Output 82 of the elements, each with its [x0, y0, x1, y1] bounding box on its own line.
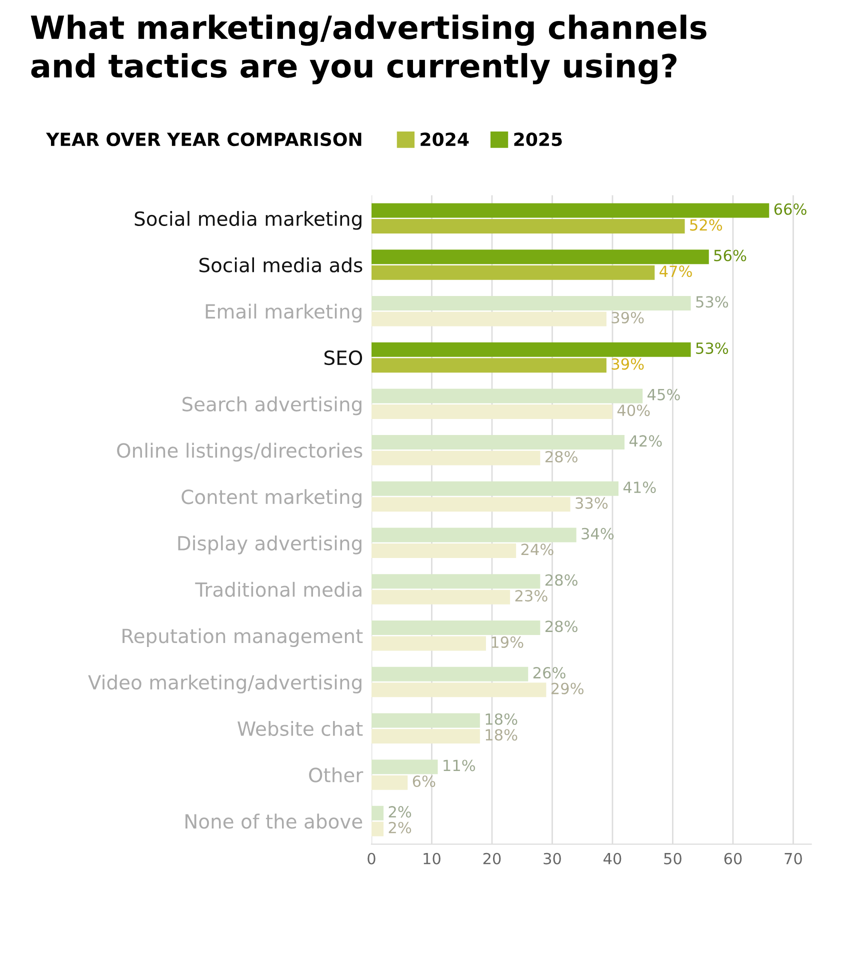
- legend-label: 2024: [420, 132, 469, 146]
- data-label: 56%: [714, 250, 746, 262]
- data-label: 28%: [545, 450, 578, 462]
- y-tick-label: Display advertising: [178, 536, 362, 554]
- data-label: 39%: [612, 358, 644, 370]
- bar: [371, 682, 546, 698]
- data-label: 18%: [486, 729, 518, 741]
- bar: [371, 481, 619, 496]
- x-tick-label: 50: [664, 852, 682, 864]
- x-tick-label: 60: [724, 852, 742, 864]
- bar: [371, 620, 540, 635]
- bar: [371, 822, 384, 836]
- bar: [371, 528, 576, 542]
- bar: [371, 666, 528, 682]
- data-label: 6%: [412, 775, 436, 788]
- legend-title: YEAR OVER YEAR COMPARISON: [46, 132, 362, 146]
- legend-label: 2025: [514, 132, 562, 146]
- data-label: 28%: [545, 574, 578, 586]
- bar: [371, 265, 655, 280]
- data-label: 34%: [582, 528, 614, 540]
- data-label: 66%: [774, 203, 806, 215]
- data-label: 47%: [660, 266, 692, 278]
- bar: [371, 806, 384, 820]
- y-tick-label: None of the above: [186, 814, 362, 829]
- y-tick-label: Search advertising: [182, 396, 362, 416]
- data-label: 19%: [492, 636, 524, 648]
- data-label: 40%: [617, 404, 650, 416]
- x-tick-label: 10: [424, 852, 440, 864]
- data-label: 18%: [486, 713, 518, 725]
- bar: [371, 404, 612, 419]
- data-label: 33%: [576, 497, 608, 509]
- y-tick-label: Other: [309, 767, 364, 782]
- data-label: 2%: [388, 806, 412, 818]
- bar: [371, 450, 540, 466]
- bar: [371, 497, 570, 512]
- bar: [371, 435, 625, 450]
- x-tick-label: 40: [604, 852, 622, 864]
- data-label: 41%: [623, 482, 656, 494]
- bar: [371, 358, 606, 373]
- bar: [371, 574, 540, 589]
- data-label: 2%: [388, 822, 412, 834]
- x-tick-label: 20: [483, 852, 501, 864]
- bar: [371, 636, 486, 651]
- bar: [371, 590, 510, 604]
- bar: [371, 203, 770, 218]
- bar: [371, 296, 691, 310]
- y-tick-label: Email marketing: [206, 304, 362, 323]
- y-tick-label: Video marketing/advertising: [88, 674, 362, 694]
- bar: [371, 760, 438, 774]
- bar: [371, 388, 643, 404]
- bar: [371, 312, 606, 326]
- y-tick-label: SEO: [324, 350, 362, 366]
- bar: [371, 728, 480, 744]
- chart-title: What marketing/advertising channels and tactics are you currently using?: [30, 14, 706, 84]
- bar: [371, 775, 408, 790]
- data-label: 24%: [521, 544, 554, 556]
- data-label: 11%: [444, 760, 476, 772]
- y-tick-label: Social media marketing: [134, 210, 362, 230]
- y-tick-label: Reputation management: [122, 628, 363, 648]
- data-label: 39%: [612, 312, 644, 324]
- data-label: 42%: [629, 435, 662, 447]
- data-label: 52%: [690, 219, 722, 231]
- bar: [371, 250, 709, 264]
- y-tick-label: Content marketing: [182, 489, 362, 508]
- y-tick-label: Traditional media: [195, 582, 362, 597]
- data-label: 53%: [696, 342, 728, 354]
- bar: [371, 342, 691, 357]
- data-label: 23%: [515, 590, 548, 602]
- y-tick-label: Website chat: [238, 720, 363, 736]
- y-tick-label: Online listings/directories: [117, 442, 362, 462]
- x-tick-label: 30: [544, 852, 561, 864]
- x-tick-label: 70: [784, 852, 802, 864]
- bar: [371, 713, 480, 728]
- data-label: 28%: [545, 620, 578, 632]
- data-label: 29%: [551, 682, 584, 694]
- data-label: 26%: [533, 666, 566, 679]
- bar: [371, 219, 685, 234]
- bar: [371, 544, 516, 558]
- data-label: 45%: [648, 388, 680, 400]
- y-tick-label: Social media ads: [199, 257, 362, 272]
- x-tick-label: 0: [368, 852, 376, 864]
- data-label: 53%: [696, 296, 728, 308]
